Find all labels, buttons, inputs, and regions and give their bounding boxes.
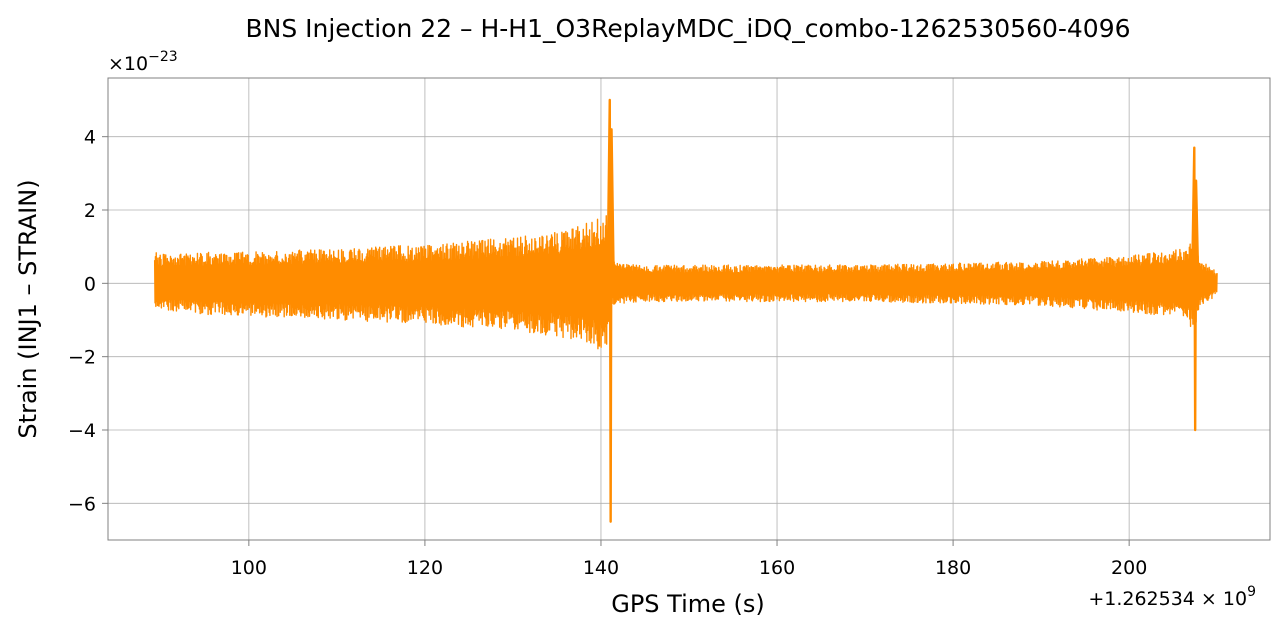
y-tick-label: −6: [68, 493, 96, 515]
y-tick-label: −2: [68, 347, 96, 369]
ticks: 100 120 140 160 180 200 −6 −4 −2 0 2 4: [68, 127, 1147, 579]
y-scale-base: ×10: [108, 53, 148, 75]
x-offset-exponent: 9: [1247, 584, 1256, 600]
y-axis-title: Strain (INJ1 – STRAIN): [14, 179, 42, 438]
plot-frame: [107, 77, 1271, 541]
strain-spike: [1190, 146, 1200, 432]
y-tick-label: 0: [84, 273, 96, 295]
x-offset-label: +1.262534 × 109: [1088, 584, 1256, 610]
strain-spike: [606, 98, 615, 523]
strain-series-line: [153, 215, 1218, 350]
x-tick-label: 140: [583, 557, 619, 579]
x-axis-title: GPS Time (s): [611, 590, 765, 618]
x-offset-base: +1.262534 × 10: [1088, 588, 1247, 610]
x-tick-label: 120: [407, 557, 443, 579]
y-scale-exponent: −23: [148, 49, 178, 65]
chart-title: BNS Injection 22 – H-H1_O3ReplayMDC_iDQ_…: [245, 14, 1130, 43]
y-tick-label: 4: [84, 127, 96, 149]
x-tick-label: 100: [231, 557, 267, 579]
y-scale-label: ×10−23: [108, 49, 178, 75]
x-tick-label: 180: [935, 557, 971, 579]
y-tick-label: 2: [84, 200, 96, 222]
y-tick-label: −4: [68, 420, 96, 442]
x-tick-label: 200: [1111, 557, 1147, 579]
x-tick-label: 160: [759, 557, 795, 579]
data-series: [153, 98, 1218, 523]
